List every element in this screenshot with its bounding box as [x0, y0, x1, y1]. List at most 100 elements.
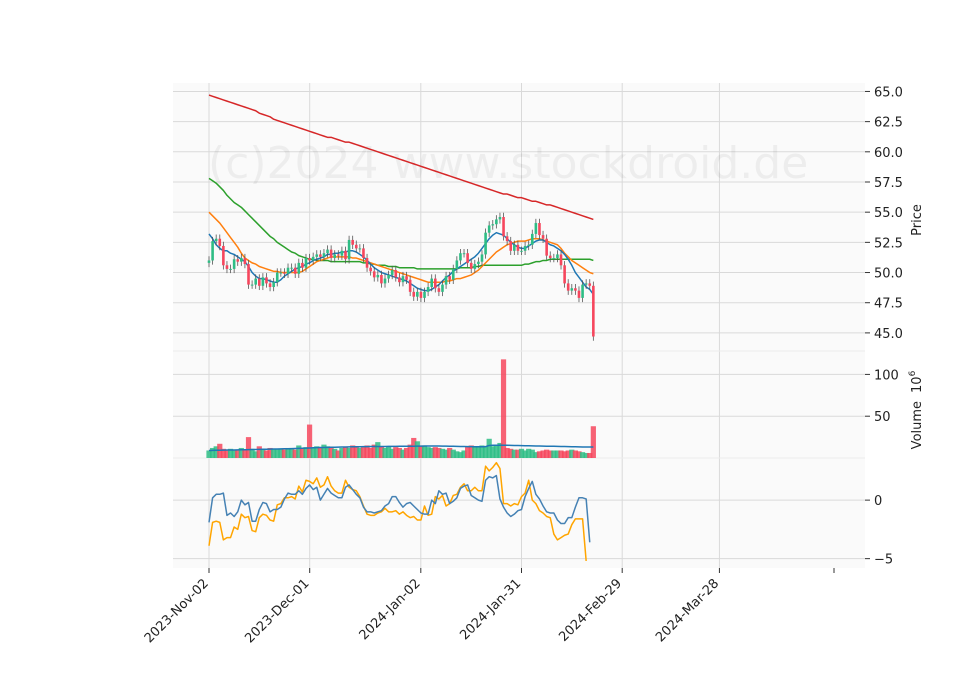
candle-body: [577, 290, 581, 298]
candle-body: [358, 248, 362, 250]
watermark-layer: (c)2024 www.stockdroid.de: [208, 138, 808, 189]
candle-body: [286, 267, 290, 274]
candle-body: [329, 249, 333, 259]
volume-bar: [310, 447, 316, 458]
volume-bar: [411, 437, 417, 458]
candle-body: [390, 270, 394, 275]
candle-body: [211, 241, 214, 261]
volume-bar: [364, 445, 370, 458]
volume-bar: [457, 452, 464, 458]
candle-body: [416, 291, 419, 297]
x-tick-label: 2024-Mar-28: [653, 576, 722, 645]
price-y-tick-label: 62.5: [874, 116, 903, 131]
candle-body: [563, 265, 566, 284]
volume-bar: [547, 450, 553, 458]
volume-bar: [335, 450, 341, 458]
volume-bar: [235, 450, 241, 458]
candle-body: [520, 250, 523, 252]
candle-body: [538, 223, 541, 236]
candle-body: [297, 262, 301, 274]
candle-body: [566, 283, 570, 291]
price-y-tick-label: 45.0: [874, 327, 903, 342]
volume-bar: [587, 452, 593, 458]
volume-bar: [274, 448, 280, 458]
volume-bar: [544, 449, 550, 458]
volume-bar: [382, 447, 388, 458]
candle-body: [383, 278, 387, 284]
candle-body: [527, 244, 530, 246]
candle-body: [387, 274, 390, 279]
volume-bar: [511, 449, 517, 458]
candle-body: [509, 241, 513, 251]
ma-mid-line: [208, 211, 594, 283]
candle-body: [337, 254, 340, 256]
price-y-tick-label: 47.5: [874, 297, 903, 312]
oscillator-line-a: [208, 474, 591, 543]
candle-body: [257, 278, 261, 286]
volume-bar: [554, 450, 561, 458]
oscillator-line-b: [208, 461, 587, 562]
volume-axis-title-sup: 6: [908, 370, 918, 376]
candle-body: [351, 239, 354, 245]
volume-bar: [572, 450, 578, 458]
candle-body: [523, 245, 527, 251]
volume-bar: [579, 452, 586, 458]
candle-body: [222, 245, 225, 266]
candle-body: [530, 233, 534, 245]
oscillator-y-tick-label: −5: [874, 553, 893, 568]
volume-bar: [565, 450, 571, 458]
candle-body: [455, 260, 459, 269]
candle-body: [326, 249, 329, 254]
x-tick-label: 2024-Feb-29: [556, 576, 625, 645]
volume-bar: [238, 447, 244, 458]
volume-bar: [414, 441, 420, 458]
candle-body: [229, 268, 232, 270]
candle-body: [261, 277, 265, 286]
candle-body: [376, 274, 380, 278]
volume-bar: [378, 446, 385, 458]
candle-body: [505, 236, 509, 242]
volume-bar: [526, 448, 532, 458]
candle-body: [502, 217, 505, 237]
candle-body: [437, 288, 441, 292]
volume-bar: [321, 444, 327, 458]
volume-bar: [368, 447, 374, 458]
volume-bar: [332, 448, 338, 458]
volume-bar: [479, 445, 485, 458]
candle-body: [232, 259, 236, 269]
candle-body: [491, 224, 495, 226]
volume-bar: [393, 447, 399, 458]
volume-bar: [249, 448, 255, 458]
volume-bar: [375, 442, 381, 458]
volume-bar: [278, 448, 284, 458]
candle-body: [272, 282, 275, 288]
candle-body: [541, 235, 545, 239]
volume-bar: [296, 445, 302, 458]
candle-body: [333, 254, 337, 259]
price-y-tick-label: 65.0: [874, 85, 903, 100]
volume-bar: [220, 448, 226, 458]
volume-bar: [439, 448, 446, 458]
x-tick-label: 2023-Dec-01: [242, 576, 312, 646]
candle-body: [340, 250, 344, 256]
candle-body: [451, 268, 455, 280]
volume-bar: [281, 449, 288, 458]
candle-body: [462, 253, 466, 255]
ma-long-line: [208, 94, 594, 221]
candle-body: [362, 248, 365, 259]
volume-bar: [224, 449, 230, 458]
candle-body: [480, 254, 484, 262]
candle-body: [344, 250, 347, 260]
volume-bar: [562, 451, 568, 458]
price-y-tick-label: 57.5: [874, 176, 903, 191]
volume-bar: [475, 447, 481, 458]
volume-y-tick-label: 100: [874, 368, 899, 383]
volume-bar: [529, 449, 535, 458]
candle-body: [559, 254, 563, 266]
price-panel-bg: [173, 83, 865, 351]
volume-bar: [536, 451, 543, 458]
candle-body: [250, 284, 254, 286]
volume-average: [208, 444, 594, 452]
candle-body: [459, 253, 462, 261]
volume-bar: [497, 442, 503, 458]
